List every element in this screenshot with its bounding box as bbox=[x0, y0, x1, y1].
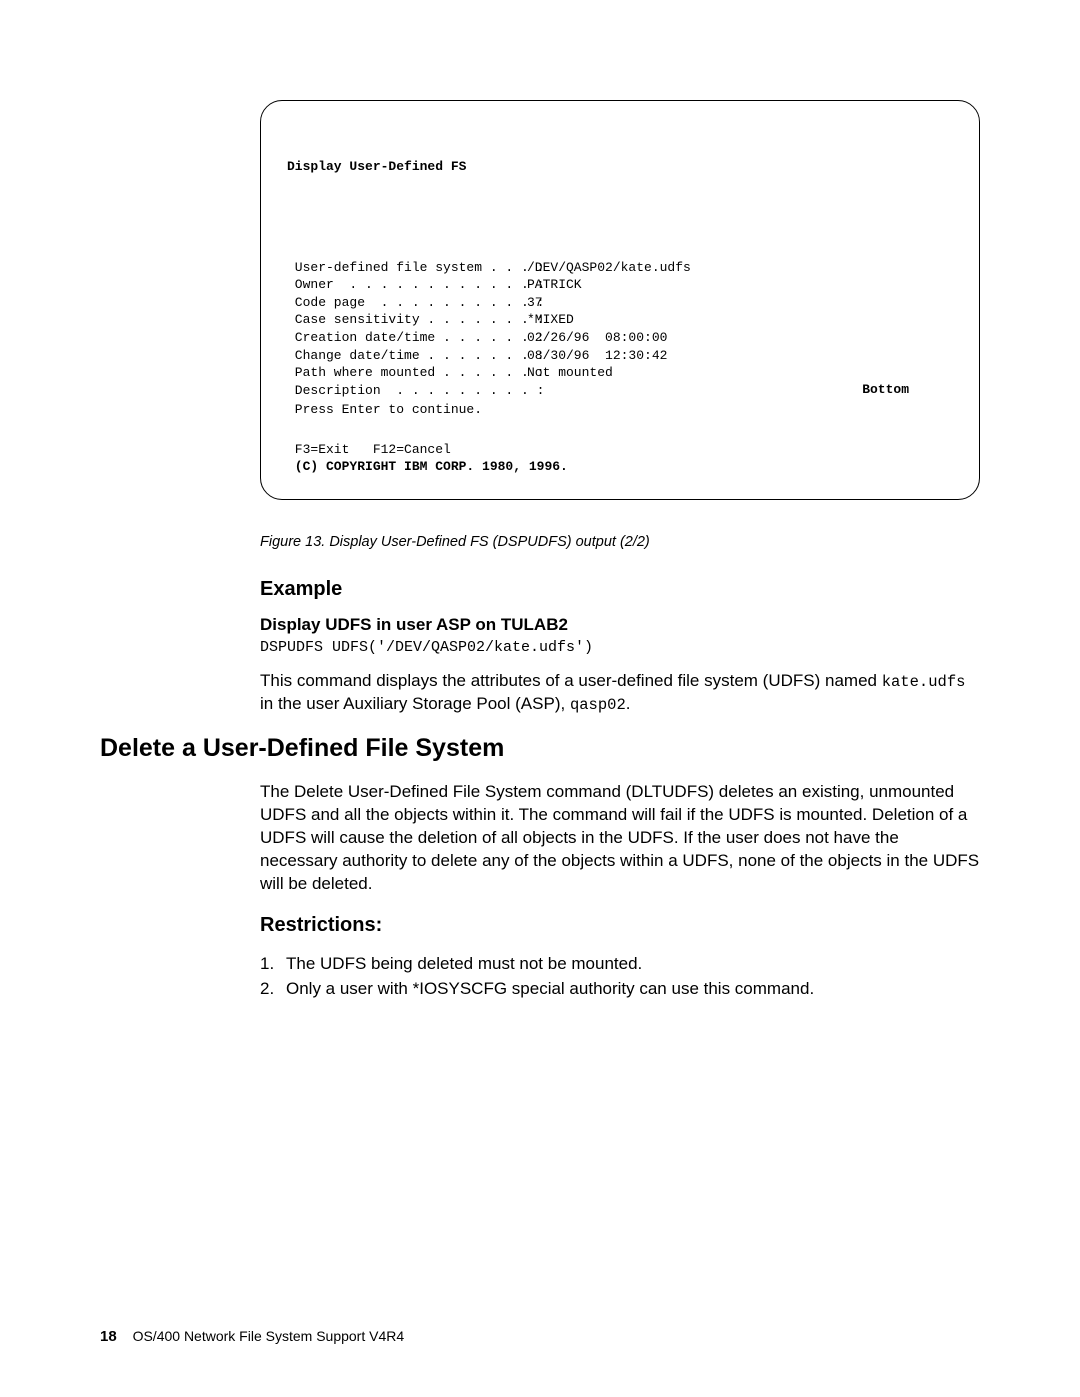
terminal-row-value: *MIXED bbox=[527, 311, 574, 329]
terminal-row: Change date/time . . . . . . . :08/30/96… bbox=[287, 347, 953, 365]
terminal-row: Path where mounted . . . . . . :Not moun… bbox=[287, 364, 953, 382]
terminal-row-label: Path where mounted . . . . . . : bbox=[287, 364, 527, 382]
terminal-bottom-indicator: Bottom bbox=[862, 381, 909, 399]
terminal-screen: Display User-Defined FS User-defined fil… bbox=[260, 100, 980, 500]
terminal-row-value: Not mounted bbox=[527, 364, 613, 382]
terminal-row-label: Change date/time . . . . . . . : bbox=[287, 347, 527, 365]
footer-title: OS/400 Network File System Support V4R4 bbox=[133, 1328, 405, 1344]
example-subheading: Display UDFS in user ASP on TULAB2 bbox=[260, 615, 980, 635]
section-paragraph: The Delete User-Defined File System comm… bbox=[260, 781, 980, 896]
example-paragraph: This command displays the attributes of … bbox=[260, 670, 980, 716]
terminal-row-label: User-defined file system . . . : bbox=[287, 259, 527, 277]
example-para-mid: in the user Auxiliary Storage Pool (ASP)… bbox=[260, 694, 570, 713]
list-text: Only a user with *IOSYSCFG special autho… bbox=[286, 976, 814, 1002]
restrictions-heading: Restrictions: bbox=[260, 914, 980, 937]
example-para-end: . bbox=[626, 694, 631, 713]
list-number: 1. bbox=[260, 951, 286, 977]
terminal-row-value: 37 bbox=[527, 294, 543, 312]
restrictions-item: 1.The UDFS being deleted must not be mou… bbox=[260, 951, 980, 977]
terminal-row-value: 08/30/96 12:30:42 bbox=[527, 347, 667, 365]
example-para-pre: This command displays the attributes of … bbox=[260, 671, 882, 690]
page-footer: 18 OS/400 Network File System Support V4… bbox=[100, 1328, 404, 1345]
terminal-row-label: Code page . . . . . . . . . . : bbox=[287, 294, 527, 312]
terminal-rows: User-defined file system . . . :/DEV/QAS… bbox=[287, 259, 953, 399]
terminal-row-label: Case sensitivity . . . . . . . : bbox=[287, 311, 527, 329]
list-number: 2. bbox=[260, 976, 286, 1002]
terminal-fkeys: F3=Exit F12=Cancel bbox=[287, 441, 451, 459]
terminal-copyright: (C) COPYRIGHT IBM CORP. 1980, 1996. bbox=[287, 458, 568, 476]
terminal-row-label: Creation date/time . . . . . . : bbox=[287, 329, 527, 347]
example-code-inline-2: qasp02 bbox=[570, 696, 626, 714]
terminal-row-value: /DEV/QASP02/kate.udfs bbox=[527, 259, 691, 277]
terminal-row: Description . . . . . . . . . : bbox=[287, 382, 953, 400]
terminal-row-label: Owner . . . . . . . . . . . . : bbox=[287, 276, 527, 294]
terminal-row: User-defined file system . . . :/DEV/QAS… bbox=[287, 259, 953, 277]
page-number: 18 bbox=[100, 1328, 117, 1345]
example-code-inline-1: kate.udfs bbox=[882, 673, 966, 691]
restrictions-list: 1.The UDFS being deleted must not be mou… bbox=[260, 951, 980, 1002]
example-code: DSPUDFS UDFS('/DEV/QASP02/kate.udfs') bbox=[260, 639, 980, 656]
terminal-row-value: 02/26/96 08:00:00 bbox=[527, 329, 667, 347]
terminal-row-label: Description . . . . . . . . . : bbox=[287, 382, 527, 400]
figure-caption: Figure 13. Display User-Defined FS (DSPU… bbox=[260, 534, 980, 550]
restrictions-item: 2.Only a user with *IOSYSCFG special aut… bbox=[260, 976, 980, 1002]
section-heading: Delete a User-Defined File System bbox=[100, 734, 980, 763]
terminal-row: Code page . . . . . . . . . . :37 bbox=[287, 294, 953, 312]
terminal-press-prompt: Press Enter to continue. bbox=[287, 401, 482, 419]
terminal-row: Creation date/time . . . . . . :02/26/96… bbox=[287, 329, 953, 347]
terminal-row: Owner . . . . . . . . . . . . :PATRICK bbox=[287, 276, 953, 294]
list-text: The UDFS being deleted must not be mount… bbox=[286, 951, 642, 977]
terminal-title: Display User-Defined FS bbox=[287, 158, 953, 176]
terminal-row-value: PATRICK bbox=[527, 276, 582, 294]
terminal-row: Case sensitivity . . . . . . . :*MIXED bbox=[287, 311, 953, 329]
example-heading: Example bbox=[260, 578, 980, 601]
